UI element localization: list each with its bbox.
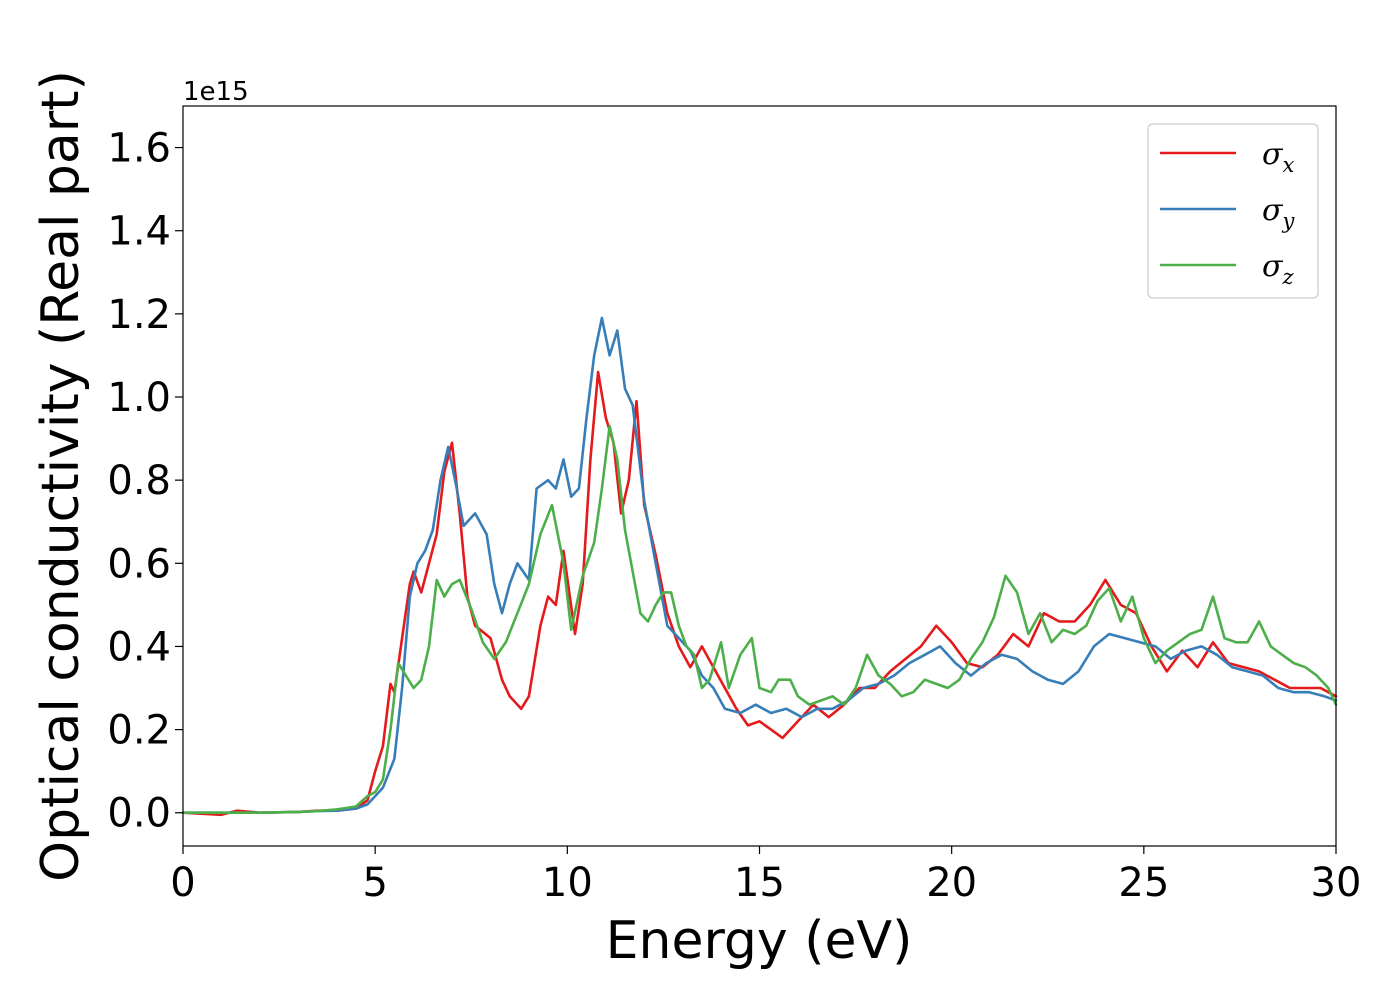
y-tick-label: 0.6 — [107, 541, 171, 587]
y-axis-label: Optical conductivity (Real part) — [31, 70, 91, 882]
legend-label-x: σx — [1262, 137, 1294, 177]
series-line-z — [181, 424, 1338, 814]
y-tick-label: 0.0 — [107, 791, 171, 837]
x-tick-label: 5 — [362, 860, 387, 906]
x-tick-label: 0 — [170, 860, 195, 906]
y-tick-label: 1.4 — [107, 209, 171, 255]
y-offset-label: 1e15 — [183, 77, 249, 107]
legend-box — [1147, 123, 1319, 299]
legend-label-z: σz — [1262, 249, 1294, 289]
legend: σx σy σz — [1147, 123, 1319, 299]
x-axis-ticks: 0 5 10 15 20 25 30 — [170, 846, 1361, 906]
series-line-x — [181, 370, 1338, 817]
y-tick-label: 1.0 — [107, 375, 171, 421]
y-tick-label: 0.8 — [107, 458, 171, 504]
plot-frame — [182, 105, 1337, 847]
series-layer — [181, 316, 1338, 817]
y-tick-label: 0.4 — [107, 624, 171, 670]
legend-label-y: σy — [1262, 193, 1295, 233]
y-tick-label: 1.2 — [107, 292, 171, 338]
y-tick-label: 1.6 — [107, 126, 171, 172]
x-tick-label: 20 — [926, 860, 977, 906]
x-tick-label: 30 — [1311, 860, 1362, 906]
y-axis-ticks: 0.0 0.2 0.4 0.6 0.8 1.0 1.2 1.4 1.6 — [107, 126, 183, 837]
x-tick-label: 15 — [734, 860, 785, 906]
x-tick-label: 25 — [1118, 860, 1169, 906]
x-tick-label: 10 — [542, 860, 593, 906]
x-axis-label: Energy (eV) — [606, 911, 913, 971]
legend-entries: σx σy σz — [1160, 137, 1295, 289]
y-tick-label: 0.2 — [107, 708, 171, 754]
